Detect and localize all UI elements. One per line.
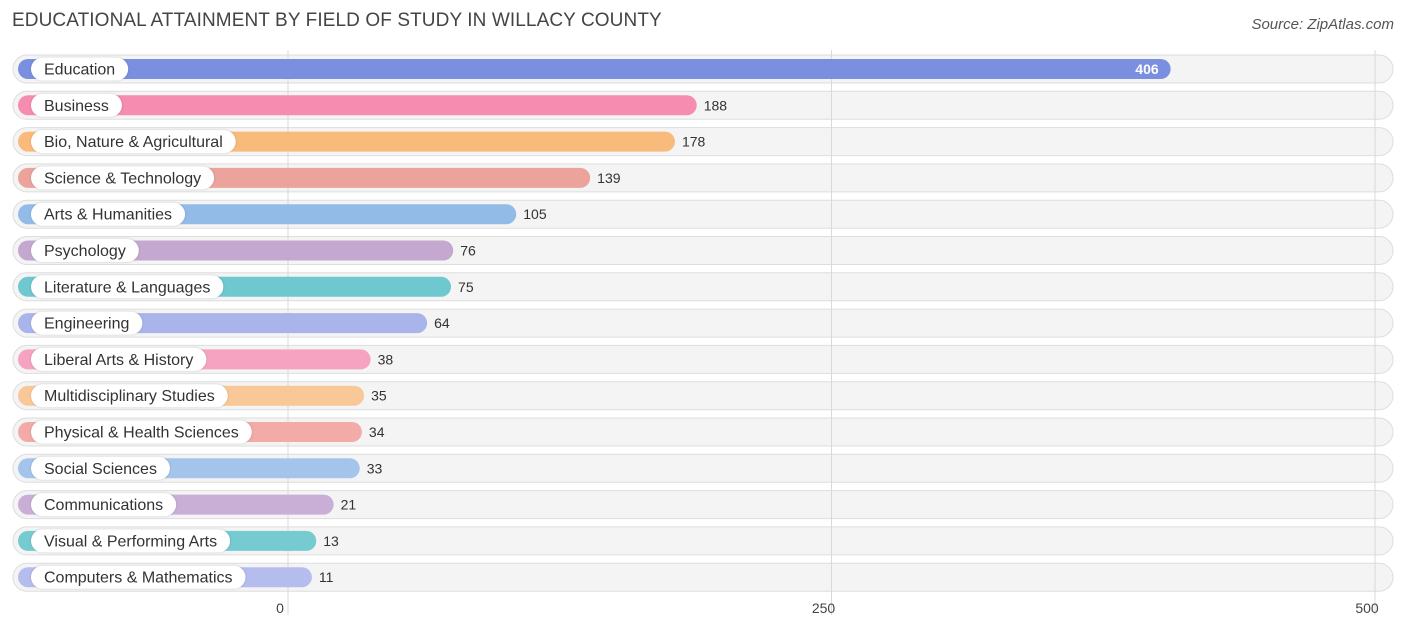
category-label-pill (31, 93, 122, 117)
value-label: 105 (523, 206, 547, 222)
category-label-pill (31, 347, 207, 371)
row-track (12, 526, 1394, 556)
category-label-pill (31, 239, 139, 262)
category-label: Communications (44, 497, 163, 514)
x-tick-label: 0 (276, 600, 284, 616)
value-label: 21 (341, 497, 357, 513)
value-label: 13 (323, 533, 339, 549)
bar (18, 95, 697, 116)
row-track (12, 490, 1394, 520)
category-label-pill (31, 493, 177, 517)
category-label: Business (44, 98, 109, 115)
category-label: Liberal Arts & History (44, 352, 193, 369)
category-label-pill (31, 420, 252, 444)
category-label: Psychology (44, 243, 126, 260)
chart-title: EDUCATIONAL ATTAINMENT BY FIELD OF STUDY… (12, 10, 662, 31)
value-label: 64 (434, 315, 450, 331)
category-label: Arts & Humanities (44, 207, 172, 224)
category-label-pill (31, 57, 129, 81)
category-label-pill (31, 166, 215, 190)
category-label-pill (31, 311, 143, 335)
category-label-pill (31, 456, 170, 480)
category-label: Education (44, 62, 115, 79)
category-label: Bio, Nature & Agricultural (44, 134, 223, 151)
value-label: 178 (682, 134, 706, 150)
category-label: Literature & Languages (44, 279, 210, 296)
category-label: Science & Technology (44, 170, 201, 187)
value-label: 35 (371, 388, 387, 404)
value-label: 33 (367, 460, 383, 476)
chart-source: Source: ZipAtlas.com (1251, 16, 1394, 33)
category-label: Visual & Performing Arts (44, 533, 217, 550)
x-tick-label: 500 (1355, 600, 1379, 616)
category-label: Engineering (44, 316, 129, 333)
category-label-pill (31, 275, 224, 299)
row-track (12, 562, 1394, 592)
x-tick-label: 250 (812, 600, 836, 616)
category-label-pill (31, 529, 231, 553)
category-label-pill (31, 384, 228, 408)
value-label: 38 (378, 351, 394, 367)
category-label: Social Sciences (44, 461, 157, 478)
value-label: 76 (460, 243, 476, 259)
category-label: Physical & Health Sciences (44, 425, 239, 442)
value-label: 11 (319, 569, 334, 585)
category-label-pill (31, 130, 236, 154)
value-label: 406 (1135, 61, 1159, 77)
category-label: Multidisciplinary Studies (44, 388, 215, 405)
value-label: 75 (458, 279, 474, 295)
bar (18, 59, 1171, 79)
category-label-pill (31, 202, 186, 226)
value-label: 34 (369, 424, 385, 440)
value-label: 188 (704, 97, 728, 113)
category-label: Computers & Mathematics (44, 570, 233, 587)
category-label-pill (31, 565, 246, 589)
value-label: 139 (597, 170, 621, 186)
row-track (12, 453, 1394, 483)
